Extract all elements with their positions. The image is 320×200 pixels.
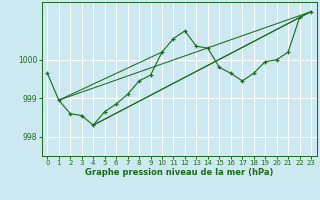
X-axis label: Graphe pression niveau de la mer (hPa): Graphe pression niveau de la mer (hPa): [85, 168, 273, 177]
